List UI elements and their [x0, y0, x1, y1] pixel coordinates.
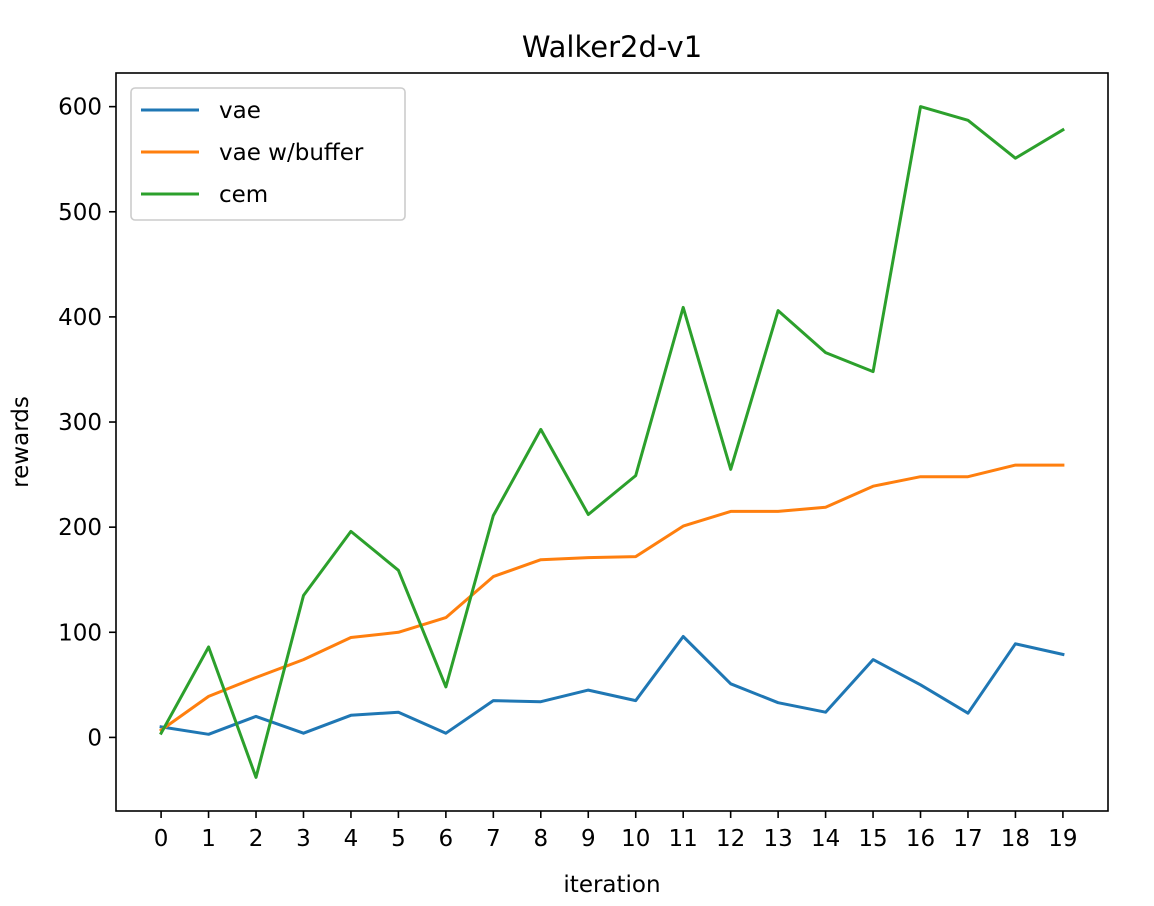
x-tick-label: 9 — [581, 826, 596, 852]
x-tick-label: 2 — [249, 826, 264, 852]
x-axis-label: iteration — [563, 872, 660, 898]
x-tick-label: 7 — [486, 826, 501, 852]
chart-title: Walker2d-v1 — [522, 30, 702, 64]
x-tick-label: 4 — [344, 826, 359, 852]
y-tick-label: 400 — [58, 305, 102, 331]
y-tick-label: 600 — [58, 95, 102, 121]
plot-frame — [115, 72, 1109, 812]
plot-lines — [159, 105, 1065, 779]
x-tick-label: 13 — [763, 826, 792, 852]
x-tick-label: 12 — [716, 826, 745, 852]
y-tick-label: 0 — [87, 725, 102, 751]
legend: vae vae w/buffer cem — [130, 87, 406, 221]
series-line-2 — [159, 105, 1065, 779]
x-tick-label: 0 — [154, 826, 169, 852]
y-axis-label: rewards — [8, 396, 34, 488]
x-tick-label: 3 — [296, 826, 311, 852]
x-tick-label: 16 — [906, 826, 935, 852]
y-tick-label: 200 — [58, 515, 102, 541]
x-tick-label: 18 — [1001, 826, 1030, 852]
x-tick-label: 6 — [439, 826, 454, 852]
series-line-1 — [159, 463, 1065, 733]
y-tick-label: 300 — [58, 410, 102, 436]
legend-label-0: vae — [219, 98, 261, 124]
x-tick-label: 8 — [533, 826, 548, 852]
legend-label-1: vae w/buffer — [219, 140, 364, 166]
legend-label-2: cem — [219, 182, 268, 208]
x-tick-label: 1 — [201, 826, 216, 852]
x-tick-label: 17 — [953, 826, 982, 852]
x-tick-label: 11 — [669, 826, 698, 852]
y-tick-label: 100 — [58, 620, 102, 646]
y-axis: 0 100 200 300 400 500 600 — [58, 95, 116, 751]
x-tick-label: 14 — [811, 826, 840, 852]
legend-box — [130, 87, 406, 221]
x-tick-label: 10 — [621, 826, 650, 852]
y-tick-label: 500 — [58, 200, 102, 226]
x-tick-label: 19 — [1048, 826, 1077, 852]
x-tick-label: 5 — [391, 826, 406, 852]
series-line-0 — [159, 635, 1065, 736]
x-tick-label: 15 — [858, 826, 887, 852]
x-axis: 0 1 2 3 4 5 6 7 8 9 10 11 12 13 14 15 16 17 18 19 — [154, 811, 1078, 852]
